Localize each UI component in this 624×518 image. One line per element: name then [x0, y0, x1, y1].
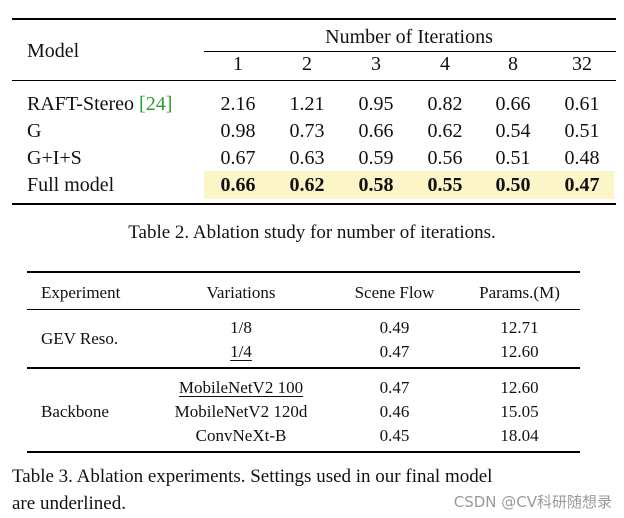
- iteration-col-header: 2: [302, 53, 312, 75]
- table-cell: 0.63: [289, 147, 325, 169]
- variation-text-underlined: 1/4: [230, 342, 252, 361]
- row-label: G+I+S: [27, 147, 82, 169]
- highlight-band: [204, 171, 614, 199]
- table-cell: 0.62: [289, 174, 325, 196]
- scene-flow-cell: 0.45: [379, 426, 410, 445]
- table-cell: 2.16: [220, 93, 256, 115]
- variation-cell: 1/8: [151, 318, 331, 337]
- bottom-rule: [12, 203, 616, 205]
- table-cell: 0.50: [495, 174, 531, 196]
- header-rule: [12, 80, 616, 81]
- bottom-rule: [27, 451, 580, 453]
- table-cell: 0.95: [358, 93, 394, 115]
- experiment-label: GEV Reso.: [41, 329, 119, 348]
- variation-text-underlined: MobileNetV2 100: [178, 378, 304, 397]
- table-3-caption-line-1: Table 3. Ablation experiments. Settings …: [12, 466, 493, 487]
- variation-cell: 1/4: [151, 342, 331, 361]
- table-cell: 0.56: [427, 147, 463, 169]
- table-cell: 0.82: [427, 93, 463, 115]
- iteration-col-header: 1: [233, 53, 243, 75]
- scene-flow-cell: 0.47: [379, 342, 410, 361]
- top-rule: [27, 271, 580, 273]
- table-cell: 0.66: [220, 174, 256, 196]
- variation-text: ConvNeXt-B: [195, 426, 287, 445]
- header-rule: [27, 309, 580, 310]
- scene-flow-header: Scene Flow: [354, 283, 435, 302]
- params-cell: 12.71: [500, 318, 539, 337]
- iteration-col-header: 32: [572, 53, 592, 75]
- table-cell: 1.21: [289, 93, 325, 115]
- iteration-col-header: 8: [508, 53, 518, 75]
- variation-cell: ConvNeXt-B: [151, 426, 331, 445]
- variation-cell: MobileNetV2 100: [151, 378, 331, 397]
- table-cell: 0.59: [358, 147, 394, 169]
- citation-link[interactable]: [24]: [139, 93, 173, 115]
- table-3-caption-line-2: are underlined.: [12, 493, 126, 514]
- variation-cell: MobileNetV2 120d: [151, 402, 331, 421]
- iteration-col-header: 3: [371, 53, 381, 75]
- params-cell: 12.60: [500, 342, 539, 361]
- iteration-col-header: 4: [440, 53, 450, 75]
- table-cell: 0.73: [289, 120, 325, 142]
- watermark: CSDN @CV科研随想录: [453, 493, 612, 511]
- top-rule: [12, 18, 616, 20]
- iterations-header: Number of Iterations: [325, 26, 493, 48]
- table-cell: 0.58: [358, 174, 394, 196]
- experiment-label: Backbone: [41, 402, 109, 421]
- row-label: RAFT-Stereo [24]: [27, 93, 172, 115]
- table-cell: 0.66: [495, 93, 531, 115]
- variation-text: MobileNetV2 120d: [174, 402, 308, 421]
- params-cell: 12.60: [500, 378, 539, 397]
- table-cell: 0.66: [358, 120, 394, 142]
- params-cell: 15.05: [500, 402, 539, 421]
- experiment-header: Experiment: [41, 283, 121, 302]
- variation-text: 1/8: [230, 318, 252, 337]
- params-cell: 18.04: [500, 426, 539, 445]
- table-cell: 0.61: [564, 93, 600, 115]
- group-rule: [27, 367, 580, 369]
- table-cell: 0.51: [564, 120, 600, 142]
- model-header: Model: [27, 40, 80, 62]
- scene-flow-cell: 0.47: [379, 378, 410, 397]
- table-cell: 0.51: [495, 147, 531, 169]
- table-cell: 0.62: [427, 120, 463, 142]
- model-name: RAFT-Stereo: [27, 93, 140, 115]
- table-cell: 0.98: [220, 120, 256, 142]
- scene-flow-cell: 0.49: [379, 318, 410, 337]
- group-rule: [204, 51, 616, 52]
- table-2-caption: Table 2. Ablation study for number of it…: [128, 222, 496, 243]
- variations-header: Variations: [206, 283, 276, 302]
- table-cell: 0.48: [564, 147, 600, 169]
- row-label: G: [27, 120, 42, 142]
- table-3: Experiment Variations Scene Flow Params.…: [27, 271, 580, 455]
- params-header: Params.(M): [479, 283, 560, 302]
- table-cell: 0.67: [220, 147, 256, 169]
- row-label: Full model: [27, 174, 115, 196]
- table-cell: 0.47: [564, 174, 600, 196]
- scene-flow-cell: 0.46: [379, 402, 410, 421]
- table-cell: 0.55: [427, 174, 463, 196]
- table-cell: 0.54: [495, 120, 531, 142]
